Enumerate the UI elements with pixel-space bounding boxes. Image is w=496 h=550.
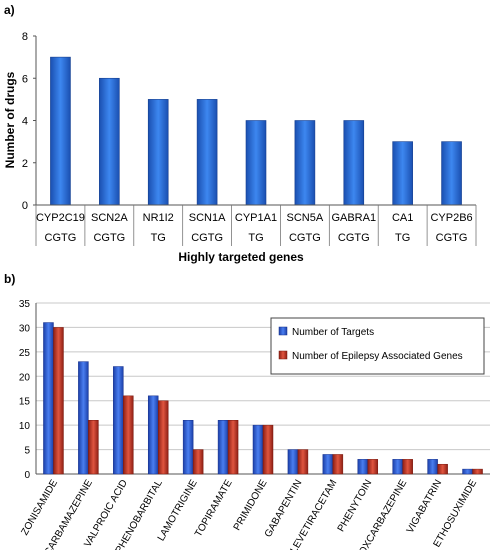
chart-b-legend-swatch xyxy=(278,350,288,360)
chart-a-category-label: NR1I2 xyxy=(143,212,174,224)
chart-a-bar xyxy=(147,99,169,206)
chart-a-category-label: CA1 xyxy=(392,212,413,224)
chart-b-bar-epilepsy-genes xyxy=(367,459,379,475)
chart-b-bar-targets xyxy=(43,322,54,475)
chart-b-bar-targets xyxy=(322,454,334,475)
chart-a-subcategory-label: CGTG xyxy=(191,232,223,244)
chart-b-bar-epilepsy-genes xyxy=(472,468,483,475)
chart-b-bar-targets xyxy=(147,395,159,475)
chart-b-bar-targets xyxy=(113,366,124,475)
chart-a-subcategory-label: CGTG xyxy=(289,232,321,244)
chart-a-subcategory-label: CGTG xyxy=(93,232,125,244)
chart-a-bar xyxy=(196,99,218,206)
chart-a-category-label: CYP2C19 xyxy=(36,212,85,224)
chart-a-category-label: CYP2B6 xyxy=(430,212,472,224)
chart-b-category-label: TOPIRAMATE xyxy=(193,478,235,539)
chart-a-category-label: SCN2A xyxy=(91,212,128,224)
chart-a-subcategory-label: CGTG xyxy=(338,232,370,244)
chart-a-category-label: CYP1A1 xyxy=(235,212,277,224)
chart-a-y-tick-label: 4 xyxy=(22,116,28,128)
chart-b-bar-targets xyxy=(462,468,473,475)
chart-b-y-tick-label: 15 xyxy=(19,397,31,408)
chart-a-y-tick-label: 0 xyxy=(22,200,28,212)
chart-b-legend-label: Number of Targets xyxy=(292,327,374,338)
chart-b-legend-label: Number of Epilepsy Associated Genes xyxy=(292,351,463,362)
chart-a-bar xyxy=(392,141,413,206)
chart-b-bar-epilepsy-genes xyxy=(227,420,239,475)
chart-b-category-label: ZONISAMIDE xyxy=(19,478,60,538)
chart-b-bar-epilepsy-genes xyxy=(297,449,309,475)
chart-b-bar-epilepsy-genes xyxy=(157,400,169,475)
chart-a-bar xyxy=(441,141,462,206)
chart-a-y-tick-label: 6 xyxy=(22,73,28,85)
chart-b-y-tick-label: 20 xyxy=(19,372,31,383)
chart-b-y-tick-label: 10 xyxy=(19,421,31,432)
chart-a-category-label: SCN1A xyxy=(189,212,226,224)
chart-b-bar-epilepsy-genes xyxy=(88,420,99,475)
chart-b-bar-targets xyxy=(182,420,194,475)
chart-a-subcategory-label: CGTG xyxy=(45,232,77,244)
chart-b-bar-epilepsy-genes xyxy=(332,454,344,475)
chart-a-panel-label: a) xyxy=(4,3,15,17)
chart-b-category-label: VIGABATRIN xyxy=(405,478,444,535)
chart-a-category-label: SCN5A xyxy=(287,212,324,224)
chart-b-bar-targets xyxy=(252,424,264,475)
chart-b-bar-epilepsy-genes xyxy=(192,449,204,475)
chart-b-bar-epilepsy-genes xyxy=(53,327,64,475)
chart-a-y-axis-title: Number of drugs xyxy=(3,71,17,168)
chart-b-legend: Number of Targets Number of Epilepsy Asso… xyxy=(270,317,485,375)
chart-a-subcategory-label: CGTG xyxy=(436,232,468,244)
chart-b-y-tick-label: 30 xyxy=(19,323,31,334)
chart-b-y-tick-label: 25 xyxy=(19,348,31,359)
chart-b-bar-targets xyxy=(78,361,89,475)
chart-a-bar xyxy=(343,120,365,206)
chart-b-legend-box xyxy=(270,317,485,375)
chart-a-bar xyxy=(50,56,71,206)
chart-b-bar-epilepsy-genes xyxy=(437,463,448,475)
chart-b-bar-epilepsy-genes xyxy=(402,459,413,475)
chart-b-y-tick-label: 5 xyxy=(24,446,30,457)
chart-a-bar xyxy=(99,77,120,206)
chart-b-panel-label: b) xyxy=(4,272,15,286)
chart-b-y-tick-label: 0 xyxy=(24,470,30,481)
chart-b-category-label: GABAPENTIN xyxy=(263,478,305,539)
chart-b-category-label: PRIMIDONE xyxy=(232,478,270,533)
chart-a-category-label: GABRA1 xyxy=(331,212,376,224)
chart-b-bar-epilepsy-genes xyxy=(123,395,134,475)
chart-a-bar xyxy=(245,120,267,206)
chart-a-subcategory-label: TG xyxy=(151,232,166,244)
chart-b-bar-targets xyxy=(217,420,229,475)
chart-b-bar-targets xyxy=(392,459,403,475)
chart-a-subcategory-label: TG xyxy=(395,232,410,244)
chart-b-bar-targets xyxy=(287,449,299,475)
chart-b-bar-epilepsy-genes xyxy=(262,424,274,475)
chart-b-legend-swatch xyxy=(278,326,288,336)
chart-a-bar xyxy=(294,120,316,206)
chart-a-subcategory-label: TG xyxy=(248,232,263,244)
chart-b-category-label: PHENYTOIN xyxy=(336,478,375,534)
chart-b-bar-targets xyxy=(357,459,369,475)
chart-a-x-axis-title: Highly targeted genes xyxy=(178,250,304,264)
chart-a-y-tick-label: 2 xyxy=(22,158,28,170)
chart-b-bar-targets xyxy=(427,459,438,475)
chart-a-y-tick-label: 8 xyxy=(22,31,28,43)
chart-b-y-tick-label: 35 xyxy=(19,299,31,310)
chart-a: a) Number of drugs Highly targeted genes… xyxy=(3,3,477,264)
